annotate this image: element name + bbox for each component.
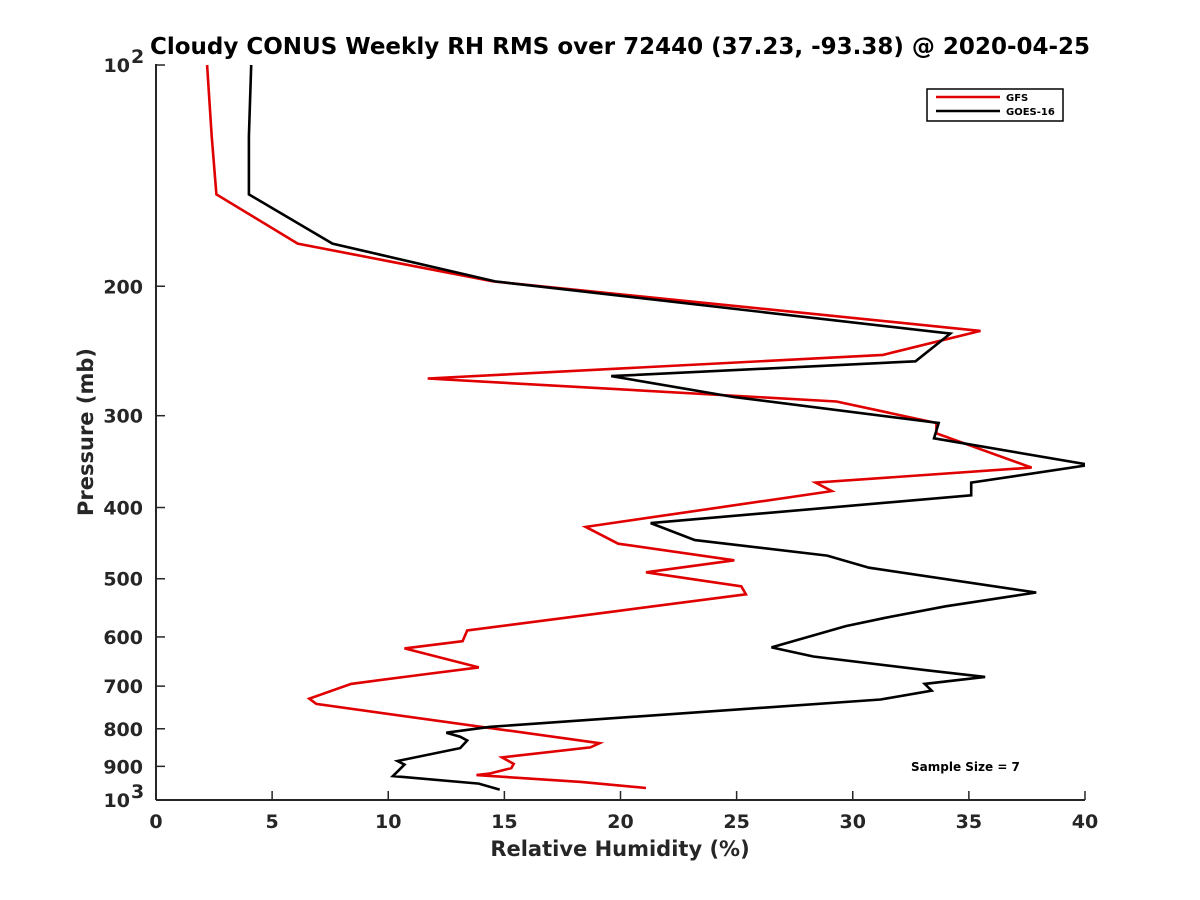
x-axis-label: Relative Humidity (%) [490,837,749,861]
x-tick-label: 35 [956,811,982,833]
y-tick-label: 500 [103,569,143,591]
series-line-gfs [205,64,1033,790]
y-axis-label: Pressure (mb) [74,348,98,516]
x-tick-label: 15 [491,811,517,833]
y-tick-label: 200 [103,276,143,298]
y-tick-label: 300 [103,406,143,428]
y-tick-label: 400 [103,498,143,520]
y-tick-exponent: 3 [131,781,144,803]
y-tick-label: 700 [103,676,143,698]
chart-title: Cloudy CONUS Weekly RH RMS over 72440 (3… [150,34,1090,60]
x-tick-label: 30 [840,811,866,833]
x-tick-label: 5 [266,811,279,833]
legend-label-gfs: GFS [1006,93,1028,104]
y-tick-label: 10 [104,55,130,77]
series-layer [205,64,1085,791]
y-tick-label: 10 [104,790,130,812]
legend: GFS GOES-16 [926,88,1064,122]
x-tick-label: 20 [607,811,633,833]
x-tick-label: 25 [723,811,749,833]
x-ticks: 0 5 10 15 20 25 30 35 40 [149,791,1098,833]
y-tick-exponent: 2 [131,46,144,68]
y-tick-label: 800 [103,719,143,741]
x-tick-label: 10 [375,811,401,833]
x-tick-label: 40 [1072,811,1098,833]
sample-size-annotation: Sample Size = 7 [911,760,1020,774]
series-line-goes-16 [247,64,1085,791]
legend-box [926,88,1064,122]
y-tick-label: 900 [103,756,143,778]
legend-label-goes16: GOES-16 [1006,107,1055,118]
y-tick-label: 600 [103,627,143,649]
x-tick-label: 0 [149,811,162,833]
